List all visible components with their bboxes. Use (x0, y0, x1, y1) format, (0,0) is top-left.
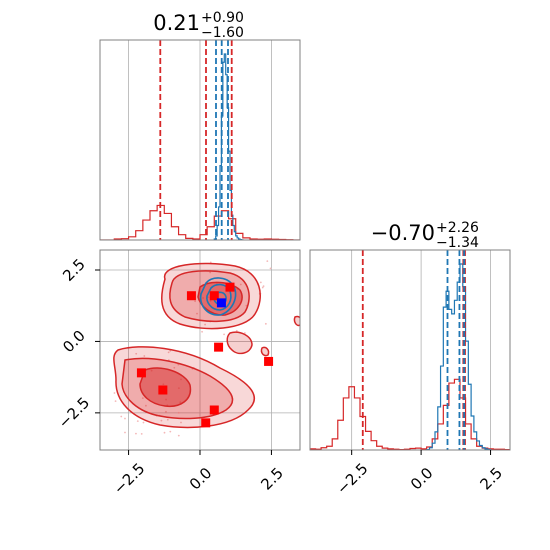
sample-dot (261, 286, 264, 289)
contour-x-ticks: −2.5 0.0 2.5 (110, 450, 287, 498)
sample-dot (209, 271, 212, 274)
top-histogram-panel: 0.21 +0.90 −1.60 (99, 10, 301, 241)
right-histogram-panel: −2.5 0.0 2.5 −0.70 +2.26 −1.34 (309, 220, 511, 498)
right-quantile-lines (361, 250, 466, 450)
top-title-lower: −1.60 (201, 25, 244, 41)
red-marker (209, 291, 219, 301)
sample-dot (140, 432, 143, 435)
sample-dot (135, 352, 138, 355)
y-tick-label: −2.5 (55, 394, 93, 432)
x-tick-label: 0.0 (407, 464, 437, 494)
sample-dot (114, 400, 117, 403)
red-marker (214, 342, 224, 352)
contour-y-ticks: 2.5 0.0 −2.5 (55, 255, 100, 432)
sample-dot (124, 431, 126, 434)
contour-panel: −2.5 0.0 2.5 2.5 0.0 −2.5 (55, 249, 301, 498)
sample-dot (136, 420, 139, 423)
red-histogram-step (100, 204, 300, 240)
contour-fills (113, 260, 300, 437)
red-marker (225, 282, 235, 292)
contour-level (226, 331, 253, 355)
sample-dot (196, 312, 198, 315)
red-marker (201, 418, 211, 428)
sample-dot (141, 397, 144, 400)
sample-dot (173, 366, 176, 369)
red-histogram-step (310, 378, 510, 450)
sample-dot (266, 260, 269, 263)
contour-level (293, 315, 300, 327)
y-tick-label: 0.0 (59, 327, 89, 357)
sample-dot (264, 322, 267, 325)
sample-dot (167, 351, 170, 354)
sample-dot (262, 285, 265, 288)
sample-dot (160, 419, 163, 422)
contour-points (136, 282, 274, 428)
right-title-upper: +2.26 (436, 220, 479, 236)
sample-dot (142, 421, 145, 424)
red-marker (209, 405, 219, 415)
top-blue-histogram (213, 53, 244, 240)
contour-grid (100, 250, 300, 450)
right-red-histogram (310, 378, 510, 450)
sample-dot (180, 421, 182, 424)
right-x-ticks: −2.5 0.0 2.5 (333, 450, 506, 498)
sample-dot (244, 332, 246, 334)
blue-contour-level (206, 283, 232, 311)
red-marker (264, 356, 274, 366)
top-frame (99, 39, 301, 241)
x-tick-label: −2.5 (333, 459, 371, 497)
red-marker (158, 385, 168, 395)
sample-dot (223, 333, 225, 336)
sample-dot (245, 304, 248, 307)
blue-marker (216, 298, 226, 308)
sample-dot (204, 323, 206, 326)
right-title-value: −0.70 (371, 221, 435, 245)
top-title-value: 0.21 (153, 11, 200, 35)
sample-dot (201, 330, 203, 333)
top-red-histogram (100, 204, 300, 240)
sample-dot (166, 418, 169, 421)
top-grid (128, 40, 272, 240)
sample-dot (120, 415, 123, 418)
top-quantile-lines (159, 40, 233, 240)
y-tick-label: 2.5 (59, 255, 89, 285)
red-marker (186, 291, 196, 301)
top-title-upper: +0.90 (201, 10, 244, 26)
blue-histogram-step (213, 53, 244, 240)
x-tick-label: −2.5 (110, 459, 148, 497)
sample-dot (169, 430, 172, 433)
sample-dot (177, 434, 180, 437)
sample-dot (163, 431, 166, 434)
sample-dot (165, 410, 167, 413)
blue-contour-level (199, 277, 237, 316)
x-tick-label: 2.5 (257, 464, 287, 494)
x-tick-label: 2.5 (476, 464, 506, 494)
sample-dot (259, 281, 262, 284)
sample-dot (177, 411, 180, 414)
contour-level (260, 346, 270, 357)
right-grid (351, 250, 491, 450)
sample-dot (135, 432, 137, 435)
sample-dot (143, 355, 146, 357)
right-frame (309, 249, 511, 451)
x-tick-label: 0.0 (186, 464, 216, 494)
sample-dot (269, 267, 272, 270)
sample-dot (239, 283, 242, 286)
right-title-lower: −1.34 (436, 235, 479, 251)
sample-dot (113, 392, 116, 394)
sample-dot (235, 329, 238, 332)
red-marker (136, 368, 146, 378)
sample-dot (194, 300, 197, 303)
sample-dot (124, 417, 126, 420)
sample-dot (145, 404, 147, 407)
